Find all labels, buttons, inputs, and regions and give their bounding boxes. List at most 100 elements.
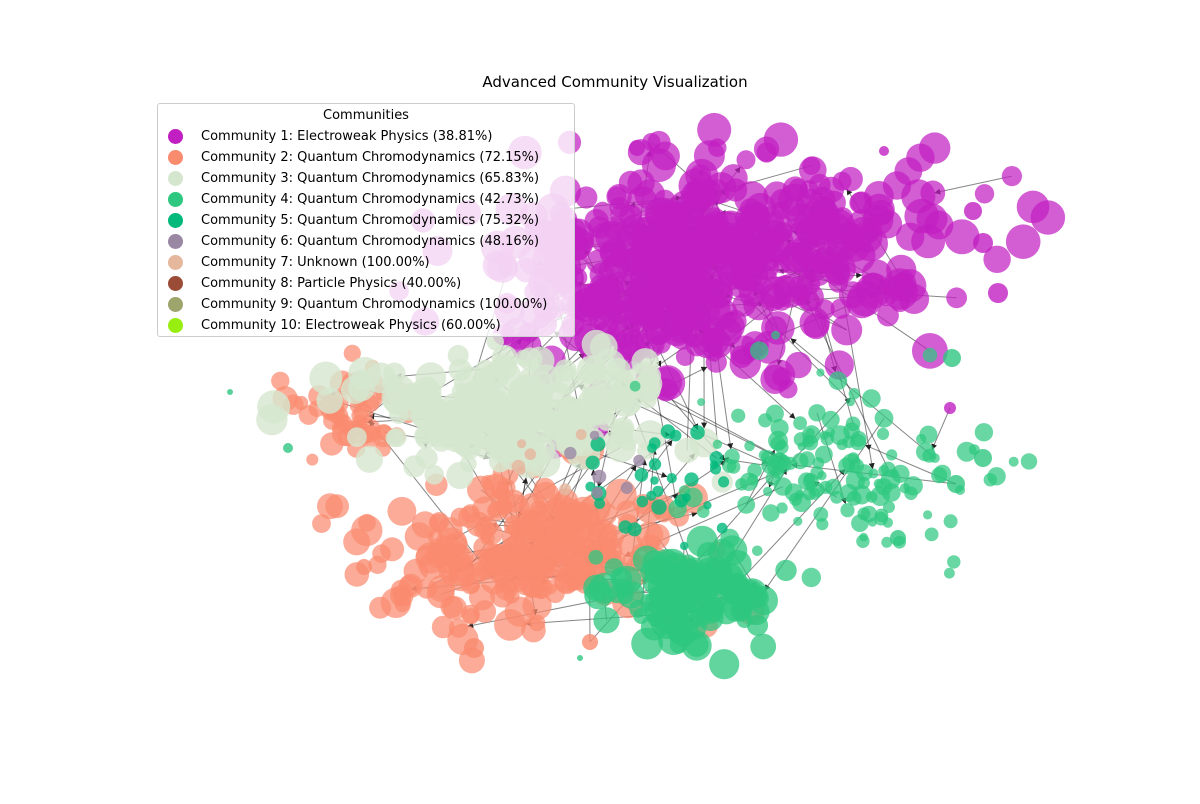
node-community-1 bbox=[919, 132, 950, 163]
node-community-6 bbox=[564, 447, 576, 459]
node-community-4 bbox=[737, 496, 755, 514]
node-community-1 bbox=[799, 156, 827, 184]
node-community-1 bbox=[829, 273, 849, 293]
legend-item: Community 1: Electroweak Physics (38.81%… bbox=[168, 126, 547, 147]
node-community-1 bbox=[846, 209, 882, 245]
node-community-4 bbox=[916, 443, 935, 462]
node-community-4 bbox=[869, 469, 879, 479]
node-community-4 bbox=[847, 491, 862, 506]
node-community-1 bbox=[743, 219, 762, 238]
node-community-1 bbox=[800, 307, 830, 337]
legend-item: Community 3: Quantum Chromodynamics (65.… bbox=[168, 168, 547, 189]
node-community-3 bbox=[347, 427, 367, 447]
legend-label: Community 7: Unknown (100.00%) bbox=[201, 255, 430, 271]
node-community-4 bbox=[747, 463, 762, 478]
node-community-4 bbox=[750, 341, 769, 360]
node-community-4 bbox=[798, 472, 815, 489]
node-community-4 bbox=[613, 566, 642, 595]
legend-swatch-community-3 bbox=[168, 171, 183, 186]
node-community-1 bbox=[924, 211, 953, 240]
node-community-4 bbox=[851, 431, 867, 447]
node-community-4 bbox=[775, 440, 789, 454]
node-community-2 bbox=[358, 514, 376, 532]
node-community-5 bbox=[684, 472, 698, 486]
node-community-4 bbox=[829, 371, 848, 390]
node-community-1 bbox=[879, 146, 889, 156]
node-community-2 bbox=[306, 454, 318, 466]
node-community-4 bbox=[735, 478, 748, 491]
node-community-4 bbox=[709, 649, 739, 679]
node-community-4 bbox=[631, 628, 663, 660]
node-community-1 bbox=[600, 242, 620, 262]
node-community-3 bbox=[351, 369, 372, 390]
legend-title: Communities bbox=[158, 108, 574, 124]
node-community-2 bbox=[495, 498, 511, 514]
node-community-2 bbox=[388, 497, 417, 526]
node-community-4 bbox=[975, 423, 993, 441]
node-community-1 bbox=[796, 218, 824, 246]
legend-label: Community 10: Electroweak Physics (60.00… bbox=[201, 318, 501, 334]
legend-label: Community 8: Particle Physics (40.00%) bbox=[201, 276, 461, 292]
node-community-1 bbox=[737, 150, 756, 169]
node-community-7 bbox=[517, 439, 526, 448]
node-community-3 bbox=[547, 426, 572, 451]
node-community-3 bbox=[515, 350, 532, 367]
node-community-3 bbox=[620, 434, 637, 451]
node-community-4 bbox=[593, 607, 619, 633]
node-community-7 bbox=[559, 483, 571, 495]
node-community-4 bbox=[686, 574, 705, 593]
legend-item: Community 10: Electroweak Physics (60.00… bbox=[168, 315, 547, 336]
node-community-4 bbox=[771, 331, 780, 340]
legend-item: Community 9: Quantum Chromodynamics (100… bbox=[168, 294, 547, 315]
node-community-4 bbox=[809, 488, 821, 500]
node-community-1 bbox=[864, 181, 894, 211]
node-community-2 bbox=[439, 564, 456, 581]
node-community-5 bbox=[710, 463, 721, 474]
node-community-4 bbox=[724, 449, 740, 465]
legend-label: Community 3: Quantum Chromodynamics (65.… bbox=[201, 171, 539, 187]
node-community-5 bbox=[690, 425, 705, 440]
node-community-3 bbox=[256, 404, 287, 435]
node-community-4 bbox=[697, 398, 705, 406]
legend-swatch-community-6 bbox=[168, 234, 183, 249]
legend-item: Community 8: Particle Physics (40.00%) bbox=[168, 273, 547, 294]
node-community-4 bbox=[931, 467, 947, 483]
node-community-4 bbox=[987, 467, 1005, 485]
node-community-5 bbox=[637, 496, 649, 508]
node-community-3 bbox=[522, 384, 544, 406]
node-community-4 bbox=[886, 449, 897, 460]
node-community-4 bbox=[830, 425, 850, 445]
node-community-4 bbox=[817, 471, 826, 480]
node-community-4 bbox=[577, 655, 583, 661]
node-community-2 bbox=[451, 508, 470, 527]
node-community-4 bbox=[813, 457, 825, 469]
node-community-1 bbox=[624, 285, 650, 311]
node-community-1 bbox=[708, 139, 726, 157]
node-community-4 bbox=[816, 369, 824, 377]
node-community-3 bbox=[491, 354, 517, 380]
node-community-1 bbox=[839, 167, 863, 191]
legend-list: Community 1: Electroweak Physics (38.81%… bbox=[168, 126, 547, 336]
node-community-1 bbox=[706, 352, 727, 373]
node-community-1 bbox=[964, 202, 982, 220]
node-community-3 bbox=[404, 383, 421, 400]
node-community-3 bbox=[597, 411, 617, 431]
node-community-3 bbox=[620, 396, 639, 415]
node-community-4 bbox=[771, 419, 789, 437]
node-community-5 bbox=[652, 486, 663, 497]
node-community-4 bbox=[859, 533, 868, 542]
node-community-6 bbox=[592, 487, 603, 498]
node-community-1 bbox=[975, 184, 994, 203]
node-community-1 bbox=[1002, 166, 1022, 186]
node-community-5 bbox=[682, 493, 691, 502]
node-community-1 bbox=[973, 233, 993, 253]
node-community-1 bbox=[702, 271, 732, 301]
node-community-1 bbox=[739, 198, 761, 220]
node-community-4 bbox=[744, 441, 755, 452]
node-community-1 bbox=[774, 275, 797, 298]
node-community-3 bbox=[403, 455, 425, 477]
node-community-2 bbox=[468, 549, 498, 579]
node-community-1 bbox=[1006, 224, 1041, 259]
network-edge bbox=[935, 176, 1012, 193]
